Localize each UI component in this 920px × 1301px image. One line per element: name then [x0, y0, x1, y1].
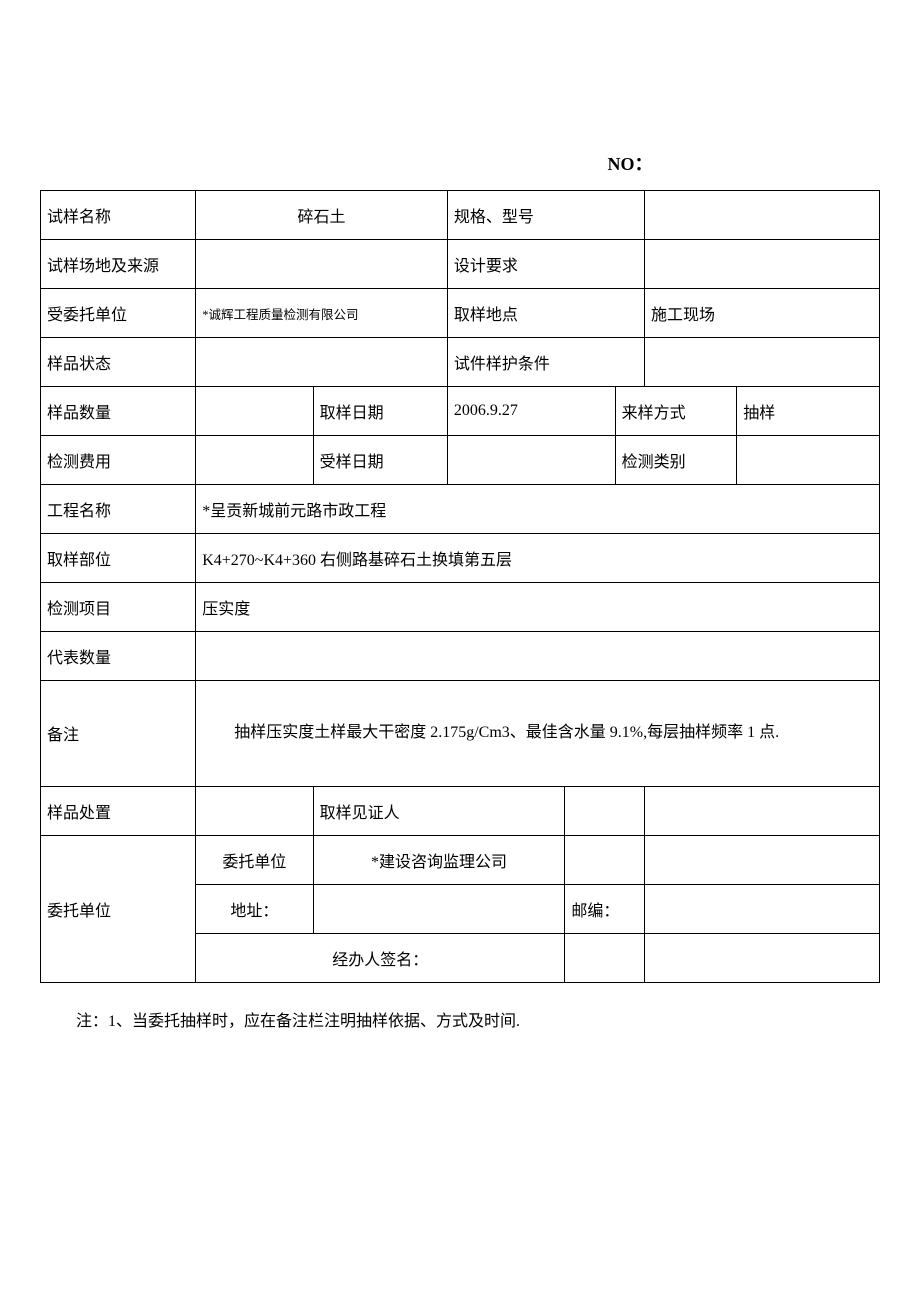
- label-sample-name: 试样名称: [41, 191, 196, 240]
- value-represent-qty: [196, 632, 880, 681]
- table-row: 受委托单位 *诚辉工程质量检测有限公司 取样地点 施工现场: [41, 289, 880, 338]
- label-sample-method: 来样方式: [615, 387, 737, 436]
- value-client-unit-sub: *建设咨询监理公司: [313, 835, 565, 884]
- table-row: 样品状态 试件样护条件: [41, 338, 880, 387]
- table-row: 检测项目 压实度: [41, 583, 880, 632]
- label-entrusted-unit: 受委托单位: [41, 289, 196, 338]
- table-row: 委托单位 委托单位 *建设咨询监理公司: [41, 835, 880, 884]
- label-client-unit-sub: 委托单位: [196, 835, 313, 884]
- label-sample-qty: 样品数量: [41, 387, 196, 436]
- value-sampling-date: 2006.9.27: [447, 387, 615, 436]
- value-client-unit-extra1: [565, 835, 645, 884]
- label-project-name: 工程名称: [41, 485, 196, 534]
- label-remark: 备注: [41, 681, 196, 787]
- label-test-category: 检测类别: [615, 436, 737, 485]
- value-entrusted-unit: *诚辉工程质量检测有限公司: [196, 289, 448, 338]
- value-test-fee: [196, 436, 313, 485]
- table-row: 工程名称 *呈贡新城前元路市政工程: [41, 485, 880, 534]
- footnote: 注：1、当委托抽样时，应在备注栏注明抽样依据、方式及时间.: [40, 1007, 880, 1031]
- value-sample-name: 碎石土: [196, 191, 448, 240]
- table-row: 取样部位 K4+270~K4+360 右侧路基碎石土换填第五层: [41, 534, 880, 583]
- table-row: 试样场地及来源 设计要求: [41, 240, 880, 289]
- table-row: 代表数量: [41, 632, 880, 681]
- label-sample-state: 样品状态: [41, 338, 196, 387]
- label-postcode: 邮编：: [565, 884, 645, 933]
- label-design-req: 设计要求: [447, 240, 644, 289]
- value-sampling-location: 施工现场: [645, 289, 880, 338]
- label-sampling-witness: 取样见证人: [313, 786, 565, 835]
- value-remark: 抽样压实度土样最大干密度 2.175g/Cm3、最佳含水量 9.1%,每层抽样频…: [196, 681, 880, 787]
- table-row: 样品数量 取样日期 2006.9.27 来样方式 抽样: [41, 387, 880, 436]
- label-client-unit: 委托单位: [41, 835, 196, 982]
- value-address: [313, 884, 565, 933]
- table-row: 备注 抽样压实度土样最大干密度 2.175g/Cm3、最佳含水量 9.1%,每层…: [41, 681, 880, 787]
- label-test-item: 检测项目: [41, 583, 196, 632]
- value-client-unit-extra2: [645, 835, 880, 884]
- label-handler-sign: 经办人签名：: [196, 933, 565, 982]
- label-receive-date: 受样日期: [313, 436, 447, 485]
- label-sampling-location: 取样地点: [447, 289, 644, 338]
- value-sampling-witness-2: [645, 786, 880, 835]
- value-receive-date: [447, 436, 615, 485]
- value-project-name: *呈贡新城前元路市政工程: [196, 485, 880, 534]
- label-sampling-part: 取样部位: [41, 534, 196, 583]
- value-sampling-witness-1: [565, 786, 645, 835]
- label-site-source: 试样场地及来源: [41, 240, 196, 289]
- label-represent-qty: 代表数量: [41, 632, 196, 681]
- value-handler-sign-2: [645, 933, 880, 982]
- value-postcode: [645, 884, 880, 933]
- label-specimen-condition: 试件样护条件: [447, 338, 644, 387]
- table-row: 试样名称 碎石土 规格、型号: [41, 191, 880, 240]
- value-sample-disposal: [196, 786, 313, 835]
- value-sample-qty: [196, 387, 313, 436]
- value-design-req: [645, 240, 880, 289]
- value-test-category: [737, 436, 880, 485]
- label-sample-disposal: 样品处置: [41, 786, 196, 835]
- label-address: 地址：: [196, 884, 313, 933]
- no-label: NO：: [40, 150, 880, 176]
- form-table: 试样名称 碎石土 规格、型号 试样场地及来源 设计要求 受委托单位 *诚辉工程质…: [40, 190, 880, 983]
- label-sampling-date: 取样日期: [313, 387, 447, 436]
- value-specimen-condition: [645, 338, 880, 387]
- value-sample-method: 抽样: [737, 387, 880, 436]
- label-test-fee: 检测费用: [41, 436, 196, 485]
- label-spec-model: 规格、型号: [447, 191, 644, 240]
- value-site-source: [196, 240, 448, 289]
- value-handler-sign-1: [565, 933, 645, 982]
- value-spec-model: [645, 191, 880, 240]
- value-sample-state: [196, 338, 448, 387]
- value-test-item: 压实度: [196, 583, 880, 632]
- table-row: 样品处置 取样见证人: [41, 786, 880, 835]
- value-sampling-part: K4+270~K4+360 右侧路基碎石土换填第五层: [196, 534, 880, 583]
- table-row: 检测费用 受样日期 检测类别: [41, 436, 880, 485]
